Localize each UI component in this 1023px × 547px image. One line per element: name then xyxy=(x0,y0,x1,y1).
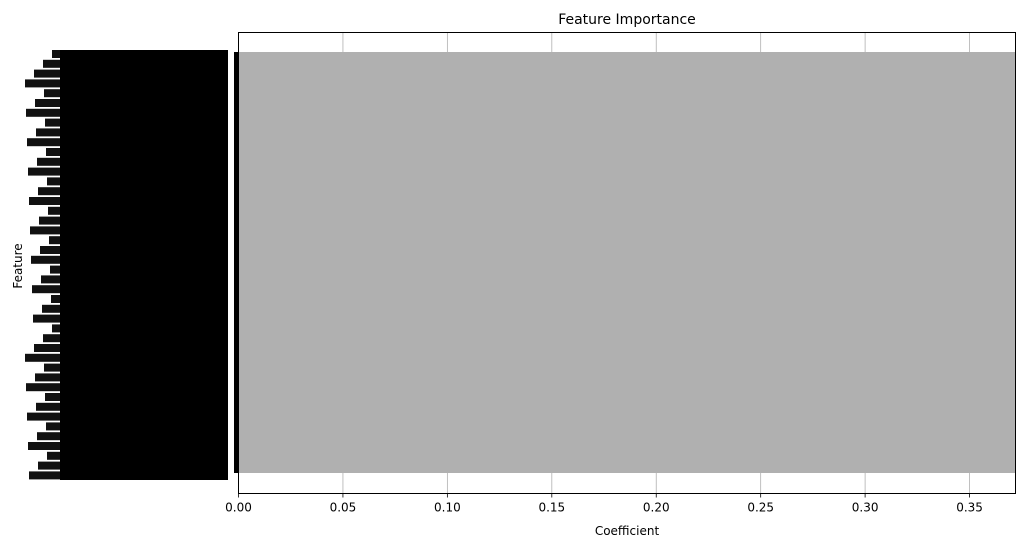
bar xyxy=(238,52,1016,473)
y-label-edge xyxy=(46,422,60,431)
x-tick-label: 0.35 xyxy=(956,501,983,515)
y-label-edge xyxy=(29,197,60,205)
y-label-edge xyxy=(47,451,60,460)
x-tick-label: 0.00 xyxy=(225,501,252,515)
y-label-edge xyxy=(51,295,60,303)
y-label-edge xyxy=(27,138,60,147)
y-label-edge xyxy=(28,167,60,176)
y-label-edge xyxy=(36,128,60,137)
y-label-edge xyxy=(28,442,60,450)
x-tick-label: 0.20 xyxy=(643,501,670,515)
y-label-edge xyxy=(27,412,60,421)
y-label-edge xyxy=(29,471,60,480)
bars-group xyxy=(234,52,1016,473)
y-label-edge xyxy=(44,89,60,98)
y-label-edge xyxy=(31,255,60,264)
y-axis-label: Feature xyxy=(11,243,25,288)
plot-frame xyxy=(238,32,1016,494)
y-label-edge xyxy=(41,275,60,284)
y-label-edge xyxy=(52,50,60,58)
y-label-edge xyxy=(50,265,60,274)
y-label-edge xyxy=(43,59,60,68)
y-label-edge xyxy=(26,383,60,392)
y-label-edge xyxy=(33,314,60,323)
y-label-edge xyxy=(45,393,60,401)
x-tick-label: 0.25 xyxy=(747,501,774,515)
y-label-edge xyxy=(42,304,60,313)
near-zero-bars xyxy=(234,52,239,473)
y-label-edge xyxy=(34,69,60,78)
y-label-edge xyxy=(38,461,60,470)
y-label-edge xyxy=(30,226,60,235)
y-label-edge xyxy=(32,285,60,294)
y-label-edge xyxy=(25,353,60,362)
y-label-edge xyxy=(35,99,60,107)
y-label-edge xyxy=(38,187,60,196)
x-tick-label: 0.30 xyxy=(852,501,879,515)
y-label-edge xyxy=(37,432,60,441)
y-label-edge xyxy=(47,177,60,186)
x-axis-label: Coefficient xyxy=(595,524,660,538)
y-label-edge xyxy=(44,363,60,372)
y-label-edge xyxy=(39,216,60,225)
chart-title: Feature Importance xyxy=(558,12,696,28)
y-label-edge xyxy=(43,334,60,343)
y-label-edge xyxy=(37,157,60,166)
y-tick-labels-mass xyxy=(25,50,228,480)
y-label-edge xyxy=(46,148,60,156)
y-label-edge xyxy=(45,118,60,127)
y-label-edge xyxy=(49,236,60,245)
y-label-blob xyxy=(60,50,228,480)
x-tick-label: 0.15 xyxy=(538,501,565,515)
x-axis-ticks: 0.00 0.05 0.10 0.15 0.20 0.25 0.30 0.35 xyxy=(225,493,983,515)
x-tick-label: 0.10 xyxy=(434,501,461,515)
y-label-edge xyxy=(35,373,60,382)
x-tick-label: 0.05 xyxy=(330,501,357,515)
y-label-edge xyxy=(48,206,60,215)
y-label-edge xyxy=(40,246,60,254)
y-label-edge xyxy=(25,79,60,88)
y-label-edge xyxy=(26,108,60,117)
y-label-edge xyxy=(34,344,60,352)
y-label-edge xyxy=(52,324,60,333)
y-label-edge xyxy=(36,402,60,411)
